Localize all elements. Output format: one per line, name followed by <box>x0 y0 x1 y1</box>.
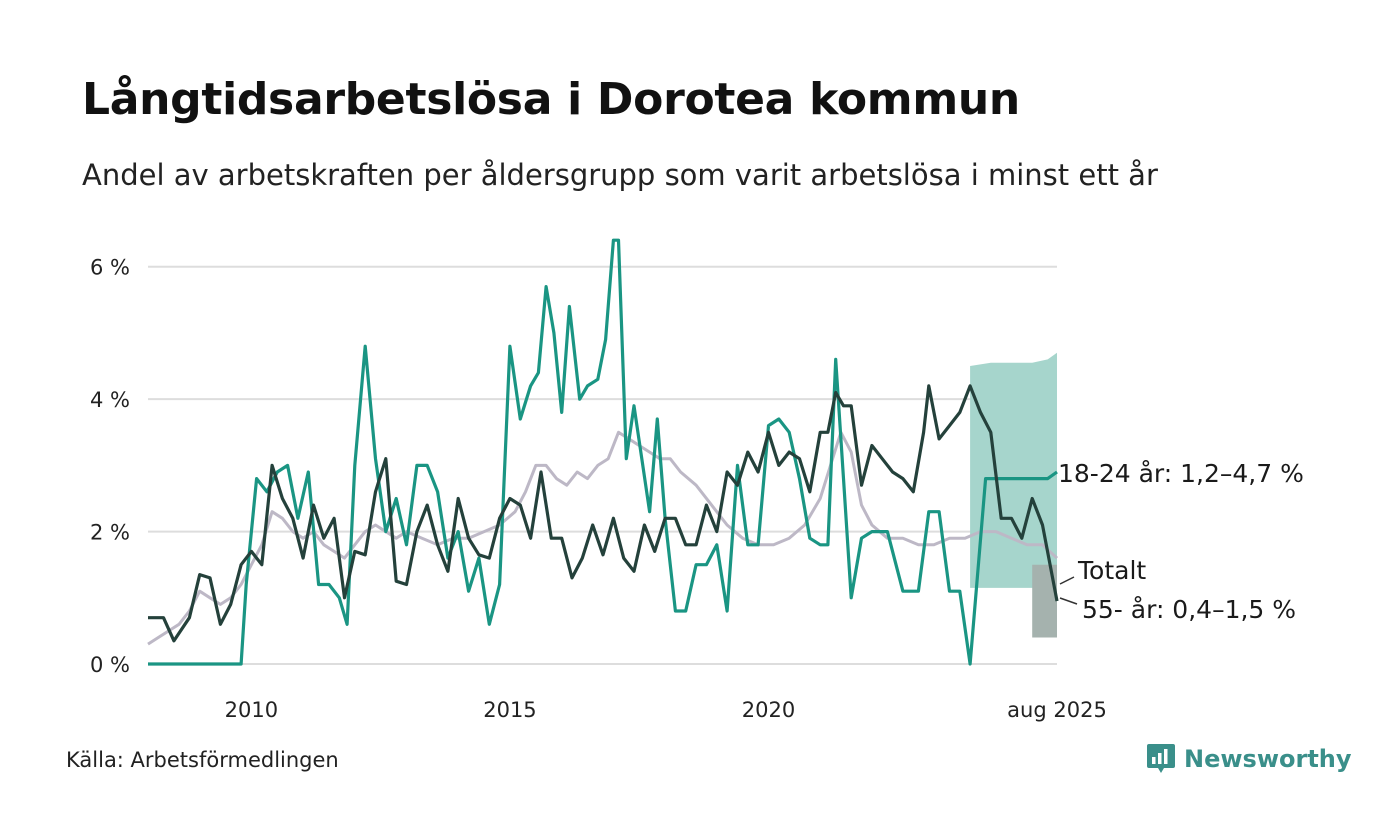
series-lines <box>147 238 1059 666</box>
y-tick-label: 4 % <box>90 388 130 412</box>
y-tick-label: 2 % <box>90 521 130 545</box>
confidence-bands <box>970 352 1057 638</box>
y-tick-label: 0 % <box>90 653 130 677</box>
senior-confidence-band <box>1032 564 1057 638</box>
youth-series-label: 18-24 år: 1,2–4,7 % <box>1058 459 1304 488</box>
total-series-line <box>147 430 1059 646</box>
total-series-label: Totalt <box>1077 556 1146 585</box>
series-labels: Totalt 18-24 år: 1,2–4,7 % 55- år: 0,4–1,5… <box>1058 459 1304 624</box>
x-tick-label: 2010 <box>225 698 278 722</box>
newsworthy-logo-icon <box>1147 744 1175 773</box>
senior-series-line <box>148 384 1059 643</box>
grid-layer <box>148 265 1057 665</box>
brand-logo[interactable]: Newsworthy <box>1146 742 1352 776</box>
x-tick-label: 2015 <box>483 698 536 722</box>
y-tick-label: 6 % <box>90 256 130 280</box>
brand-name: Newsworthy <box>1184 745 1352 773</box>
chart-title: Långtidsarbetslösa i Dorotea kommun <box>82 74 1020 125</box>
youth-series-line <box>148 238 1058 666</box>
total-label-leader <box>1059 576 1075 585</box>
senior-series-label: 55- år: 0,4–1,5 % <box>1082 595 1296 624</box>
source-note: Källa: Arbetsförmedlingen <box>66 748 339 772</box>
youth-confidence-band <box>970 352 1057 588</box>
axis-labels: 0 % 2 % 4 % 6 % 2010 2015 2020 aug 2025 <box>90 256 1107 722</box>
senior-label-leader <box>1059 597 1078 605</box>
x-tick-label: 2020 <box>742 698 795 722</box>
chart-subtitle: Andel av arbetskraften per åldersgrupp s… <box>82 158 1158 192</box>
x-tick-label: aug 2025 <box>1007 698 1107 722</box>
